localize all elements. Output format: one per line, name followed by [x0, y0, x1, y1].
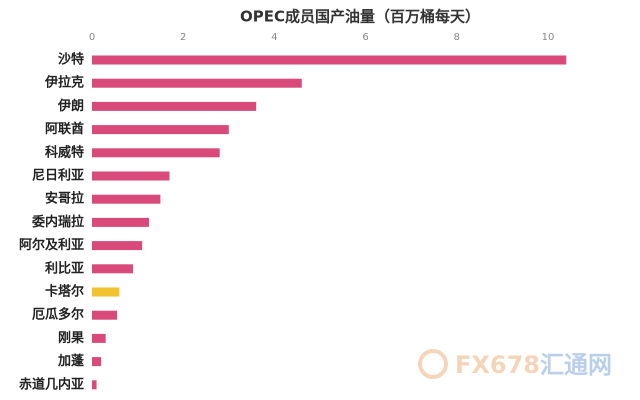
x-tick-label: 0	[89, 32, 95, 43]
watermark-text: FX678	[455, 351, 540, 379]
bar	[92, 148, 220, 158]
y-tick-label: 卡塔尔	[45, 284, 84, 300]
y-tick-label: 科威特	[45, 144, 84, 160]
bar	[92, 380, 97, 390]
y-tick-label: 阿联酋	[45, 121, 84, 137]
bar	[92, 264, 134, 274]
y-tick-label: 刚果	[58, 331, 84, 346]
x-tick-label: 2	[180, 32, 186, 43]
x-tick-label: 8	[454, 32, 460, 43]
x-tick-label: 6	[362, 32, 368, 43]
watermark-text: 汇通网	[540, 351, 612, 379]
bar	[92, 333, 106, 343]
y-tick-label: 厄瓜多尔	[32, 307, 84, 323]
watermark-logo	[418, 349, 448, 379]
bar	[92, 101, 257, 111]
bar	[92, 357, 102, 367]
y-tick-label: 加蓬	[57, 353, 85, 369]
y-tick-label: 赤道几内亚	[19, 376, 84, 392]
watermark: FX678 汇通网	[418, 349, 612, 379]
y-tick-label: 伊朗	[57, 98, 84, 114]
y-tick-label: 尼日利亚	[32, 168, 84, 184]
bar	[92, 194, 161, 204]
x-tick-label: 10	[542, 32, 555, 43]
x-tick-label: 4	[271, 32, 277, 43]
bar	[92, 125, 229, 135]
y-tick-label: 委内瑞拉	[31, 214, 84, 230]
y-tick-label: 沙特	[58, 52, 84, 68]
chart-title: OPEC成员国产油量（百万桶每天）	[240, 8, 480, 26]
y-tick-label: 利比亚	[45, 260, 84, 276]
bar	[92, 287, 120, 297]
y-tick-label: 安哥拉	[45, 191, 84, 207]
bar	[92, 55, 567, 65]
y-tick-label: 伊拉克	[44, 75, 84, 91]
bar	[92, 217, 149, 227]
bar	[92, 171, 170, 181]
bar	[92, 78, 302, 88]
bar	[92, 241, 143, 251]
y-tick-label: 阿尔及利亚	[19, 237, 84, 253]
bar	[92, 310, 118, 320]
